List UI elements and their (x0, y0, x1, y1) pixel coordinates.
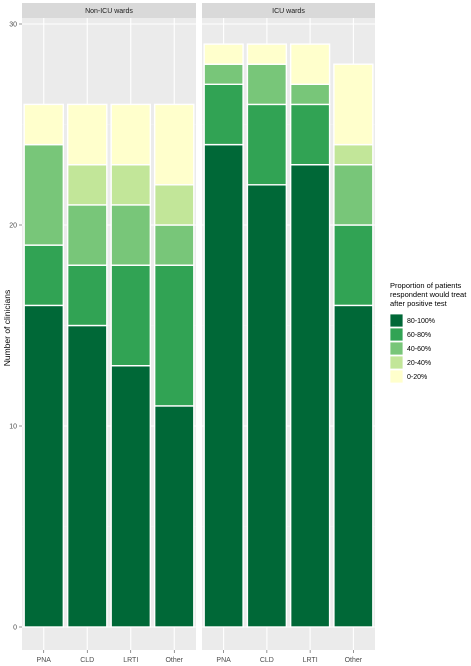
x-tick-label: PNA (216, 657, 231, 664)
bar-segment (289, 163, 331, 628)
legend-title: after positive test (390, 299, 448, 308)
legend-label: 40-60% (407, 346, 431, 353)
legend-title: respondent would treat (390, 290, 467, 299)
bar-segment (203, 63, 244, 85)
y-tick-label: 30 (9, 22, 17, 29)
bar-segment (23, 244, 65, 307)
y-axis-title: Number of clinicians (2, 290, 12, 367)
panel-strip (22, 3, 196, 18)
bar-segment (246, 184, 288, 628)
legend-label: 80-100% (407, 318, 435, 325)
bar-segment (153, 264, 195, 407)
bar-segment (333, 304, 374, 628)
bar-segment (66, 163, 108, 206)
bar-segment (23, 143, 65, 246)
panel-title: Non-ICU wards (85, 8, 133, 15)
bar-segment (333, 143, 374, 166)
bar-segment (153, 184, 195, 226)
y-tick-label: 10 (9, 424, 17, 431)
legend-swatch (389, 327, 404, 342)
x-tick-label: CLD (260, 657, 274, 664)
bar-segment (153, 103, 195, 186)
bar-segment (110, 204, 152, 266)
panel-strip (202, 3, 375, 18)
x-tick-label: PNA (37, 657, 52, 664)
legend-label: 20-40% (407, 360, 431, 367)
x-tick-label: Other (345, 657, 363, 664)
legend-swatch (389, 369, 404, 384)
bar-segment (153, 224, 195, 266)
bar-segment (289, 83, 331, 106)
bar-segment (66, 204, 108, 266)
x-tick-label: LRTI (303, 657, 318, 664)
bar-segment (203, 83, 244, 146)
legend-swatch (389, 341, 404, 356)
bar-segment (246, 63, 288, 106)
bar-segment (203, 43, 244, 65)
x-tick-label: CLD (80, 657, 94, 664)
bar-segment (66, 103, 108, 166)
bar-segment (246, 103, 288, 186)
legend-swatch (389, 313, 404, 328)
legend-title: Proportion of patients (390, 281, 462, 290)
bar-segment (203, 143, 244, 628)
bar-segment (110, 264, 152, 367)
bar-segment (153, 405, 195, 628)
bar-segment (110, 103, 152, 166)
bar-segment (333, 163, 374, 226)
bar-segment (246, 43, 288, 65)
x-tick-label: Other (165, 657, 183, 664)
bar-segment (110, 365, 152, 628)
legend-swatch (389, 355, 404, 370)
panel-title: ICU wards (272, 8, 305, 15)
bar-segment (66, 264, 108, 327)
y-tick-label: 0 (13, 625, 17, 632)
y-tick-label: 20 (9, 223, 17, 230)
legend-label: 60-80% (407, 332, 431, 339)
bar-segment (23, 304, 65, 628)
bar-segment (289, 43, 331, 85)
legend-label: 0-20% (407, 374, 427, 381)
bar-segment (333, 224, 374, 307)
x-tick-label: LRTI (123, 657, 138, 664)
bar-segment (333, 63, 374, 146)
bar-segment (110, 163, 152, 206)
bar-segment (23, 103, 65, 146)
bar-segment (289, 103, 331, 166)
bar-segment (66, 324, 108, 628)
